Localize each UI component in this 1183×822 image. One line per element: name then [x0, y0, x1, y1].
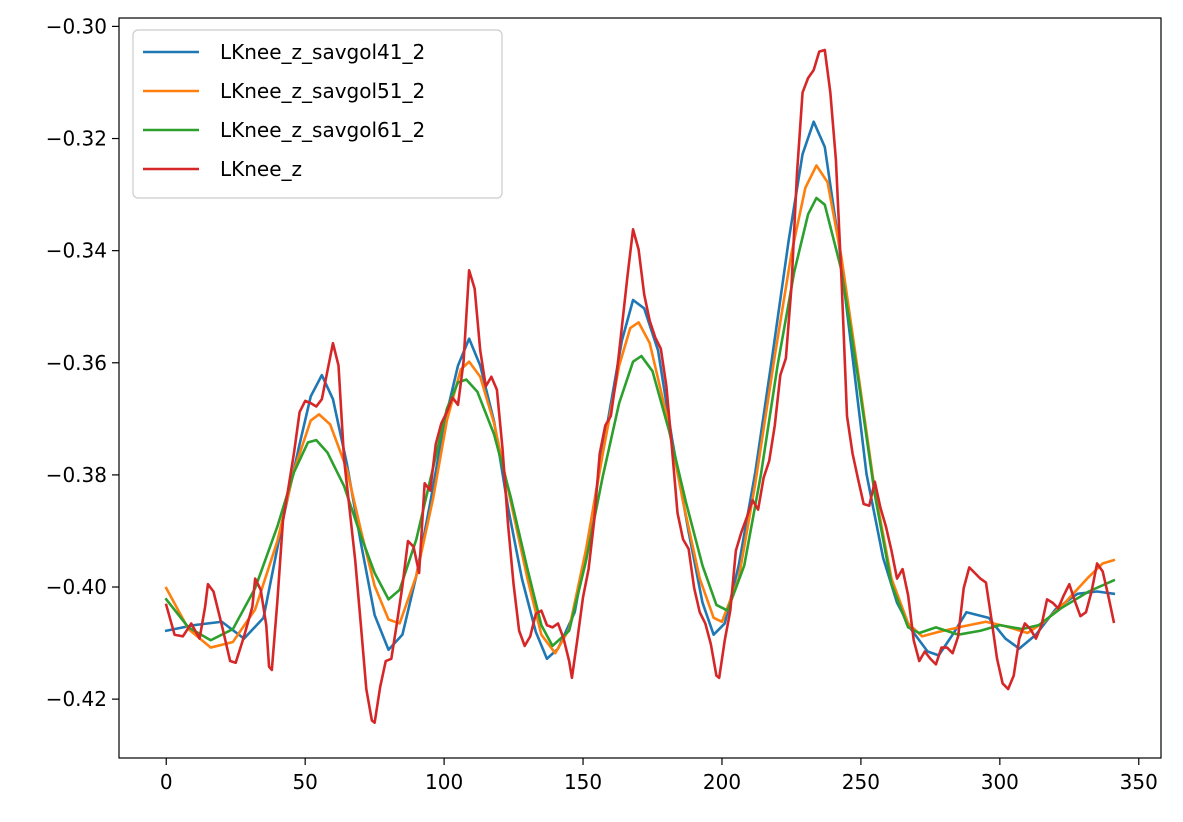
series-line-3 [164, 48, 1116, 724]
x-tick-label: 300 [981, 770, 1019, 794]
x-tick-label: 350 [1120, 770, 1158, 794]
x-tick-label: 150 [564, 770, 602, 794]
x-tick-label: 50 [292, 770, 317, 794]
legend-box [132, 29, 503, 199]
x-tick-label: 0 [160, 770, 173, 794]
series-line-2 [164, 196, 1116, 648]
y-tick-label: −0.32 [46, 127, 107, 151]
x-axis: 0 50 100 150 200 250 300 350 [160, 758, 1158, 794]
series-layer [164, 48, 1116, 724]
y-axis: −0.42 −0.40 −0.38 −0.36 −0.34 −0.32 −0.30 [46, 14, 119, 711]
x-tick-label: 200 [703, 770, 741, 794]
y-tick-label: −0.38 [46, 463, 107, 487]
legend-label: LKnee_z_savgol41_2 [220, 40, 425, 64]
y-tick-label: −0.40 [46, 575, 107, 599]
x-tick-label: 250 [842, 770, 880, 794]
y-tick-label: −0.34 [46, 239, 107, 263]
series-line-1 [164, 164, 1116, 655]
y-tick-label: −0.42 [46, 687, 107, 711]
legend: LKnee_z_savgol41_2 LKnee_z_savgol51_2 LKne… [132, 29, 503, 199]
legend-label: LKnee_z_savgol51_2 [220, 79, 425, 103]
y-tick-label: −0.36 [46, 351, 107, 375]
plot-frame [118, 17, 1162, 759]
x-tick-label: 100 [425, 770, 463, 794]
legend-label: LKnee_z_savgol61_2 [220, 118, 425, 142]
y-tick-label: −0.30 [46, 14, 107, 38]
legend-label: LKnee_z [220, 157, 302, 181]
